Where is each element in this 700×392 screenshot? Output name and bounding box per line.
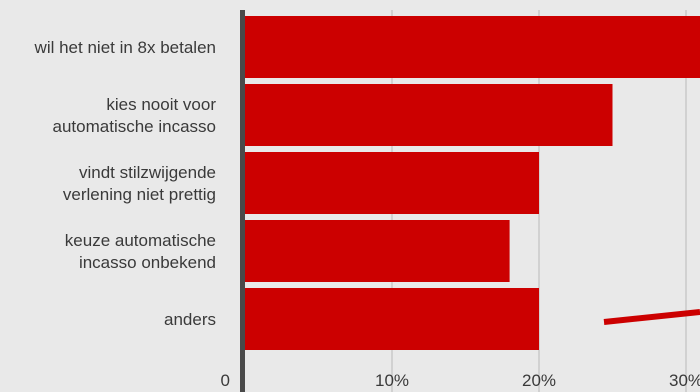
category-labels: wil het niet in 8x betalen kies nooit voo… [34, 38, 217, 329]
x-tick-label: 10% [375, 371, 409, 390]
bar [245, 16, 700, 78]
bar [245, 220, 510, 282]
bars [245, 16, 700, 350]
category-label: anders [164, 310, 216, 329]
category-label: vindt stilzwijgende verlening niet pretti… [63, 163, 216, 204]
x-tick-label: 0 [221, 371, 230, 390]
category-label: kies nooit voor automatische incasso [53, 95, 217, 136]
x-tick-label: 30% [669, 371, 700, 390]
decorative-red-stroke [603, 309, 700, 325]
bar [245, 288, 539, 350]
x-tick-labels: 0 10% 20% 30% [221, 371, 700, 390]
bar [245, 84, 613, 146]
category-label: keuze automatische incasso onbekend [65, 231, 216, 272]
bar [245, 152, 539, 214]
y-axis-line [240, 10, 245, 392]
category-label: wil het niet in 8x betalen [34, 38, 216, 57]
x-tick-label: 20% [522, 371, 556, 390]
